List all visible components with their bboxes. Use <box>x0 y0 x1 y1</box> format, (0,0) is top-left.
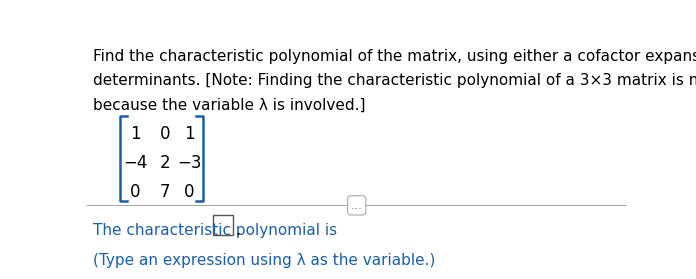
Text: 0: 0 <box>184 183 195 201</box>
FancyBboxPatch shape <box>213 215 233 235</box>
Text: Find the characteristic polynomial of the matrix, using either a cofactor expans: Find the characteristic polynomial of th… <box>93 49 696 64</box>
Text: 2: 2 <box>160 154 171 172</box>
Text: −4: −4 <box>123 154 148 172</box>
Text: .: . <box>235 223 240 237</box>
Text: determinants. [Note: Finding the characteristic polynomial of a 3×3 matrix is no: determinants. [Note: Finding the charact… <box>93 73 696 88</box>
Text: because the variable λ is involved.]: because the variable λ is involved.] <box>93 98 366 113</box>
Text: 0: 0 <box>130 183 141 201</box>
Text: 7: 7 <box>160 183 171 201</box>
Text: The characteristic polynomial is: The characteristic polynomial is <box>93 223 342 237</box>
Text: 1: 1 <box>184 125 195 143</box>
Text: 0: 0 <box>160 125 171 143</box>
Text: (Type an expression using λ as the variable.): (Type an expression using λ as the varia… <box>93 252 436 268</box>
Text: −3: −3 <box>177 154 202 172</box>
Text: 1: 1 <box>130 125 141 143</box>
Text: ...: ... <box>351 199 363 212</box>
